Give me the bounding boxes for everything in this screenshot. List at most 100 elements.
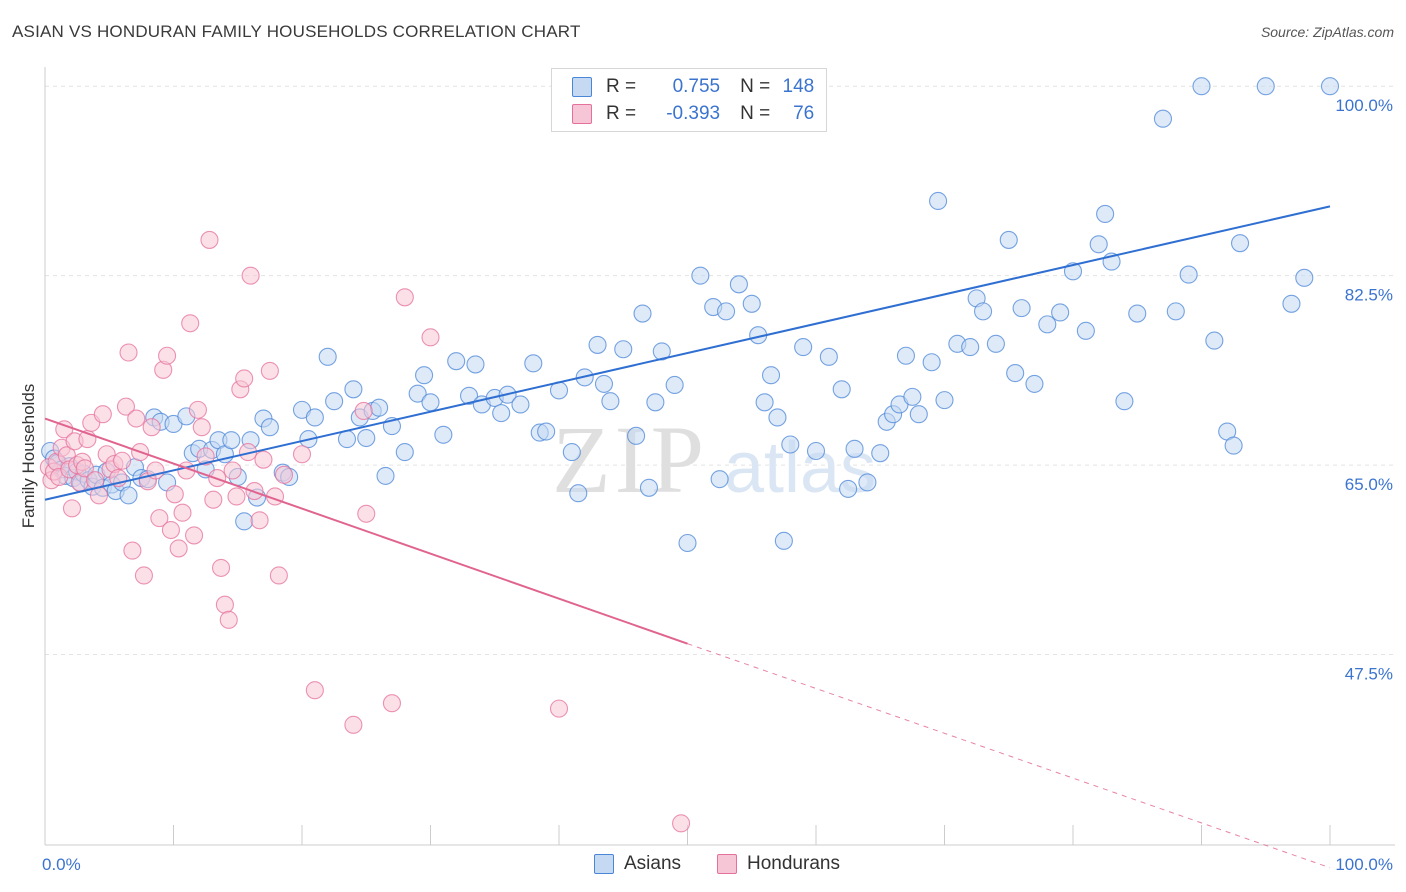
asian-point bbox=[929, 191, 948, 211]
asian-point bbox=[1089, 235, 1108, 254]
trend-lines bbox=[44, 205, 1331, 869]
honduran-point bbox=[254, 450, 273, 469]
honduran-point bbox=[200, 230, 219, 249]
asian-point bbox=[260, 418, 279, 437]
honduran-point bbox=[188, 400, 207, 419]
asian-point bbox=[1115, 392, 1134, 411]
honduran-point bbox=[241, 266, 260, 285]
asian-point bbox=[871, 444, 890, 463]
asian-point bbox=[678, 533, 697, 553]
honduran-point bbox=[227, 487, 246, 506]
asian-point bbox=[1256, 77, 1275, 96]
source-label: Source: ZipAtlas.com bbox=[1260, 24, 1394, 40]
asian-point bbox=[1295, 268, 1314, 287]
watermark: ZIP atlas bbox=[552, 406, 876, 513]
asian-point bbox=[222, 431, 241, 450]
honduran-point bbox=[123, 541, 142, 560]
asian-point bbox=[1006, 364, 1025, 383]
honduran-point bbox=[204, 490, 223, 509]
asian-point bbox=[1179, 265, 1198, 284]
honduran-point bbox=[165, 485, 184, 504]
honduran-point bbox=[549, 699, 569, 718]
asian-point bbox=[710, 470, 729, 489]
honduran-point bbox=[354, 401, 373, 421]
honduran-point bbox=[62, 499, 82, 518]
bottom-legend-hondurans: Hondurans bbox=[717, 852, 840, 876]
honduran-point bbox=[93, 405, 112, 424]
y-tick-label: 82.5% bbox=[1345, 286, 1393, 305]
asian-point bbox=[1063, 262, 1083, 281]
honduran-point bbox=[382, 694, 402, 713]
legend-n-asians: 148 bbox=[782, 76, 815, 97]
asian-point bbox=[1282, 294, 1301, 313]
asian-point bbox=[794, 338, 813, 357]
asian-point bbox=[896, 346, 916, 365]
asian-point bbox=[434, 425, 453, 444]
asian-point bbox=[1166, 302, 1185, 321]
asian-point bbox=[569, 484, 588, 503]
honduran-trend-extension bbox=[687, 643, 1331, 869]
asian-point bbox=[119, 486, 138, 505]
honduran-point bbox=[211, 558, 231, 577]
asian-point bbox=[305, 408, 324, 427]
honduran-point bbox=[119, 343, 138, 362]
bottom-legend-label-hondurans: Hondurans bbox=[747, 853, 840, 874]
asian-point bbox=[1153, 109, 1172, 128]
legend-n-hondurans: 76 bbox=[793, 103, 815, 124]
asian-point bbox=[408, 384, 427, 403]
y-tick-label: 47.5% bbox=[1345, 664, 1393, 683]
asian-point bbox=[774, 531, 793, 550]
asian-point bbox=[1192, 77, 1211, 96]
asian-point bbox=[691, 266, 710, 285]
asian-point bbox=[768, 408, 787, 427]
honduran-point bbox=[173, 503, 192, 522]
asian-point bbox=[357, 428, 376, 448]
asian-point bbox=[562, 443, 581, 462]
legend-n-label: N = bbox=[740, 76, 771, 97]
asian-point bbox=[1231, 234, 1250, 253]
asian-point bbox=[235, 512, 254, 531]
legend-swatch-asians bbox=[572, 77, 592, 97]
honduran-point bbox=[235, 369, 254, 388]
asian-point bbox=[601, 392, 620, 411]
honduran-point bbox=[169, 539, 188, 558]
legend-n-label: N = bbox=[740, 103, 771, 124]
honduran-point bbox=[127, 409, 146, 428]
asian-point bbox=[492, 404, 511, 423]
legend-r-asians: 0.755 bbox=[672, 76, 721, 97]
asian-point bbox=[665, 375, 684, 395]
asian-point bbox=[511, 395, 530, 414]
asian-point bbox=[1025, 374, 1044, 393]
asian-point bbox=[395, 443, 414, 462]
legend-row-asians: R = 0.755 N = 148 bbox=[572, 75, 814, 99]
honduran-point bbox=[215, 595, 234, 614]
asian-point bbox=[627, 426, 646, 445]
asian-point bbox=[524, 354, 543, 373]
asian-point bbox=[742, 294, 761, 313]
asian-point bbox=[1320, 77, 1340, 96]
asian-point bbox=[466, 355, 485, 374]
honduran-point bbox=[192, 418, 211, 437]
honduran-point bbox=[274, 465, 294, 484]
legend-r-label: R = bbox=[606, 76, 637, 97]
bottom-legend-swatch-asians bbox=[594, 854, 614, 874]
honduran-point bbox=[344, 715, 363, 734]
legend-row-hondurans: R = -0.393 N = 76 bbox=[572, 102, 814, 126]
honduran-point bbox=[113, 451, 132, 470]
asian-point bbox=[447, 352, 466, 371]
asian-point bbox=[1012, 299, 1031, 318]
asian-point bbox=[1205, 331, 1224, 350]
legend: R = 0.755 N = 148 R = -0.393 N = 76 bbox=[551, 68, 827, 132]
asian-point bbox=[781, 435, 800, 454]
asian-point bbox=[922, 353, 941, 372]
honduran-point bbox=[181, 314, 200, 333]
y-tick-label: 65.0% bbox=[1345, 475, 1393, 494]
asian-point bbox=[588, 335, 607, 354]
honduran-point bbox=[357, 504, 376, 523]
asian-point bbox=[459, 386, 479, 405]
honduran-point bbox=[185, 526, 204, 545]
asian-point bbox=[806, 441, 826, 461]
asian-point bbox=[858, 473, 877, 492]
legend-r-label: R = bbox=[606, 103, 637, 124]
